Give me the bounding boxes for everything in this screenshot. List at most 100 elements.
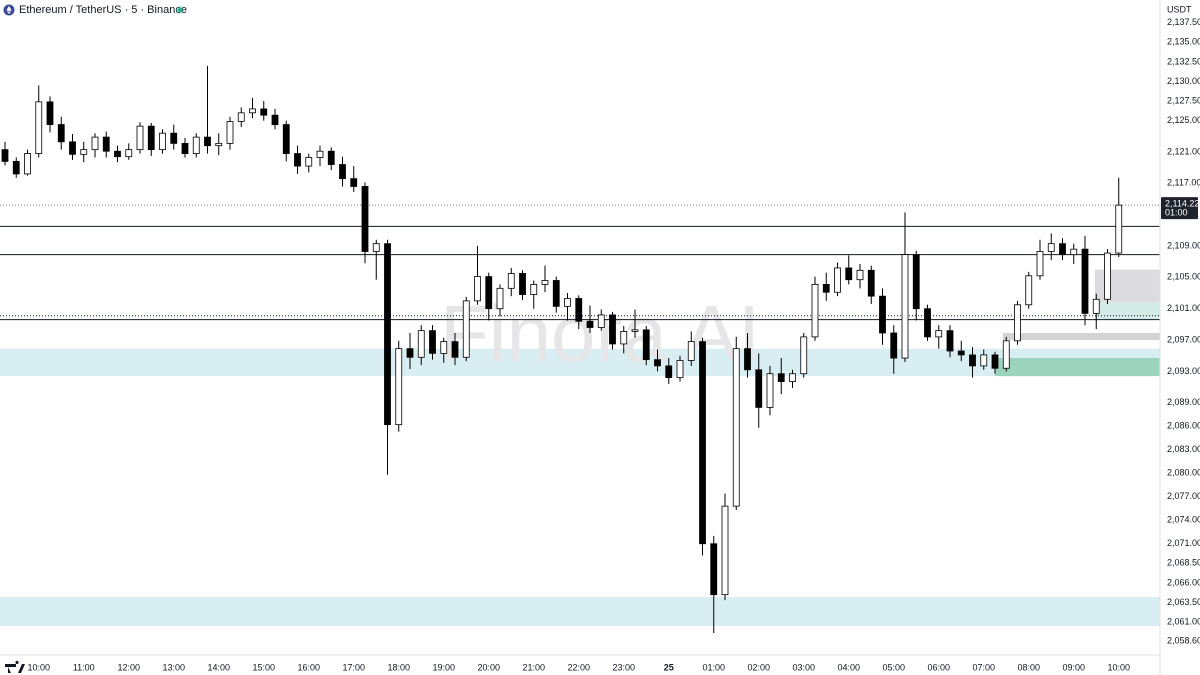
y-tick-label: 2,097.00 bbox=[1167, 334, 1200, 344]
candle bbox=[429, 325, 436, 360]
candle-body bbox=[170, 132, 178, 144]
x-tick-label: 11:00 bbox=[73, 662, 95, 672]
y-tick-label: 2,066.00 bbox=[1167, 577, 1200, 587]
candle bbox=[811, 276, 819, 341]
candle-body bbox=[676, 360, 684, 379]
candles bbox=[1, 65, 1123, 634]
candle bbox=[867, 265, 875, 304]
candle bbox=[114, 145, 121, 163]
y-tick-label: 2,083.00 bbox=[1167, 444, 1200, 454]
candle-body bbox=[642, 329, 650, 361]
candle bbox=[1070, 243, 1078, 265]
candle bbox=[507, 267, 515, 297]
y-tick-label: 2,101.00 bbox=[1167, 303, 1200, 313]
x-tick-label: 12:00 bbox=[117, 662, 140, 672]
candle-body bbox=[496, 287, 504, 310]
candle bbox=[935, 325, 943, 349]
candle-body bbox=[1081, 248, 1089, 314]
candle-body bbox=[957, 350, 965, 356]
candle bbox=[136, 122, 144, 154]
candle bbox=[924, 304, 931, 341]
candle bbox=[46, 96, 54, 133]
y-tick-label: 2,132.50 bbox=[1167, 56, 1200, 66]
y-tick-label: 2,127.50 bbox=[1167, 95, 1200, 105]
candle bbox=[552, 276, 560, 313]
candle-body bbox=[912, 254, 920, 310]
y-tick-label: 2,125.00 bbox=[1167, 115, 1200, 125]
candle-body bbox=[35, 101, 43, 154]
candle-body bbox=[294, 153, 301, 167]
candle-body bbox=[226, 121, 234, 144]
candle bbox=[676, 355, 684, 382]
candle bbox=[440, 337, 448, 363]
candle-body bbox=[597, 314, 605, 328]
candle bbox=[485, 272, 493, 321]
candle bbox=[327, 147, 335, 171]
x-tick-label: 10:00 bbox=[27, 662, 50, 672]
candle bbox=[777, 358, 785, 395]
candle-body bbox=[282, 124, 290, 154]
candle bbox=[1014, 300, 1021, 345]
candle-body bbox=[260, 108, 268, 116]
y-tick-label: 2,109.00 bbox=[1167, 240, 1200, 250]
candle bbox=[890, 325, 898, 374]
eth-glyph bbox=[6, 6, 12, 14]
candle bbox=[1025, 271, 1033, 309]
candle-body bbox=[361, 186, 369, 252]
candle bbox=[800, 332, 808, 378]
candle bbox=[372, 239, 380, 280]
candle bbox=[204, 65, 211, 154]
candle-body bbox=[91, 136, 99, 151]
candle-body bbox=[485, 276, 493, 310]
watermark: Finora AI bbox=[440, 289, 760, 378]
candle-body bbox=[395, 348, 403, 426]
candle-body bbox=[1025, 275, 1033, 306]
candle bbox=[1002, 336, 1010, 372]
candle-body bbox=[339, 164, 346, 180]
candle-body bbox=[249, 108, 256, 114]
candle bbox=[834, 262, 841, 297]
candle bbox=[631, 309, 639, 338]
x-tick-label: 20:00 bbox=[477, 662, 500, 672]
candle bbox=[732, 336, 740, 511]
candle-body bbox=[451, 341, 459, 358]
candle bbox=[1081, 235, 1089, 326]
candle bbox=[384, 239, 391, 475]
x-tick-label: 22:00 bbox=[567, 662, 590, 672]
candle bbox=[260, 101, 268, 121]
candle bbox=[620, 325, 628, 354]
candle bbox=[879, 288, 886, 345]
y-tick-label: 2,068.50 bbox=[1167, 558, 1200, 568]
candle bbox=[237, 107, 245, 127]
candle bbox=[789, 369, 796, 388]
x-tick-label: 01:00 bbox=[702, 662, 725, 672]
candle-body bbox=[417, 330, 425, 358]
candle-body bbox=[575, 298, 583, 322]
candle-body bbox=[1047, 243, 1055, 252]
candle-body bbox=[440, 341, 448, 354]
candle bbox=[361, 182, 369, 264]
candle-body bbox=[80, 149, 88, 155]
candle bbox=[901, 212, 909, 362]
y-tick-label: 2,121.00 bbox=[1167, 146, 1200, 156]
candle-body bbox=[845, 267, 853, 281]
candle-body bbox=[316, 150, 324, 158]
candle-body bbox=[181, 142, 189, 154]
candle-body bbox=[687, 341, 695, 361]
candle-body bbox=[114, 150, 121, 158]
x-tick-label: 16:00 bbox=[297, 662, 320, 672]
candle bbox=[597, 309, 605, 331]
candle bbox=[710, 535, 718, 634]
y-tick-label: 2,080.00 bbox=[1167, 468, 1200, 478]
x-tick-label: 08:00 bbox=[1017, 662, 1040, 672]
currency-label: USDT bbox=[1167, 4, 1192, 14]
y-tick-label: 2,063.50 bbox=[1167, 597, 1200, 607]
candle-body bbox=[991, 354, 999, 369]
y-tick-label: 2,135.00 bbox=[1167, 37, 1200, 47]
candle-body bbox=[811, 284, 819, 338]
candle bbox=[102, 131, 110, 158]
candle bbox=[24, 149, 31, 176]
x-tick-label: 15:00 bbox=[252, 662, 275, 672]
candle-body bbox=[867, 269, 875, 297]
y-tick-label: 2,117.00 bbox=[1167, 178, 1200, 188]
